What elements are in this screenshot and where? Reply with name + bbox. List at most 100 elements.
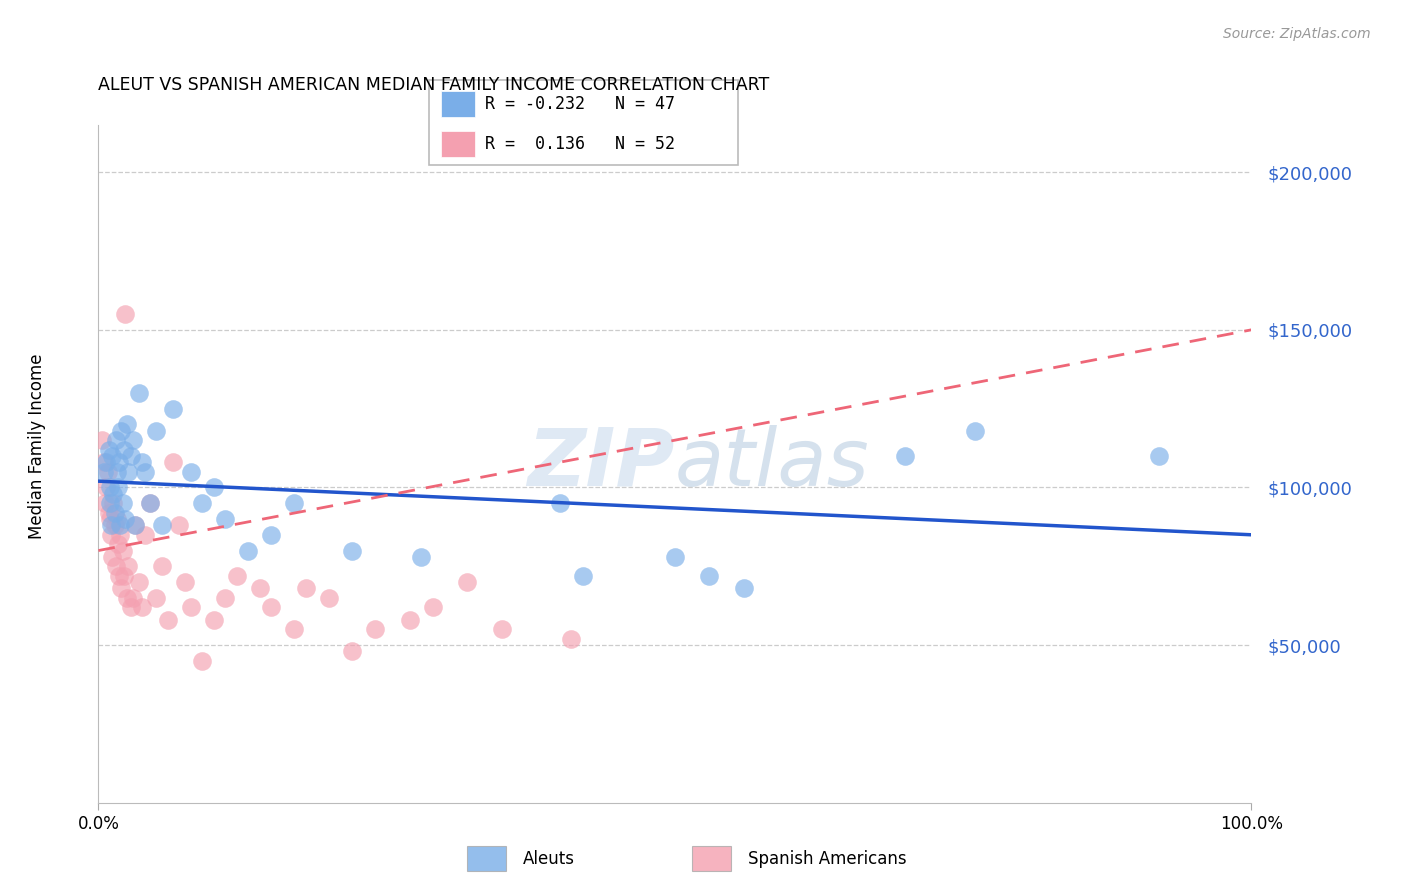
Point — [90, 433, 112, 447]
Point — [202, 481, 225, 495]
Point — [180, 600, 202, 615]
Point — [124, 518, 146, 533]
Point — [111, 543, 134, 558]
Text: atlas: atlas — [675, 425, 870, 503]
Point — [411, 549, 433, 564]
Point — [340, 543, 363, 558]
Point — [128, 385, 150, 400]
Point — [894, 449, 917, 463]
Point — [110, 518, 132, 533]
Text: Aleuts: Aleuts — [523, 849, 575, 868]
Point — [97, 442, 120, 457]
Text: ALEUT VS SPANISH AMERICAN MEDIAN FAMILY INCOME CORRELATION CHART: ALEUT VS SPANISH AMERICAN MEDIAN FAMILY … — [98, 76, 769, 94]
Point — [340, 644, 363, 658]
Point — [139, 496, 162, 510]
Point — [571, 568, 593, 582]
Text: R =  0.136   N = 52: R = 0.136 N = 52 — [485, 135, 675, 153]
Point — [107, 537, 129, 551]
Point — [107, 481, 129, 495]
Point — [128, 575, 150, 590]
Point — [100, 528, 122, 542]
Point — [104, 559, 127, 574]
Point — [156, 613, 179, 627]
Point — [560, 632, 582, 646]
Point — [174, 575, 197, 590]
Point — [110, 582, 132, 596]
Point — [162, 401, 184, 416]
Point — [225, 568, 247, 582]
Point — [283, 623, 305, 637]
Point — [134, 465, 156, 479]
Point — [103, 518, 125, 533]
Point — [108, 568, 131, 582]
Point — [131, 455, 153, 469]
Point — [104, 433, 127, 447]
Text: R = -0.232   N = 47: R = -0.232 N = 47 — [485, 95, 675, 113]
Point — [110, 528, 132, 542]
Point — [120, 600, 142, 615]
Point — [103, 487, 125, 501]
Point — [110, 424, 132, 438]
Point — [238, 543, 260, 558]
Point — [318, 591, 340, 605]
Point — [260, 600, 283, 615]
Point — [101, 449, 124, 463]
Point — [96, 455, 118, 469]
Point — [103, 506, 125, 520]
Point — [100, 518, 122, 533]
Point — [105, 465, 128, 479]
Point — [105, 512, 128, 526]
Point — [963, 424, 986, 438]
Point — [664, 549, 686, 564]
Point — [1147, 449, 1170, 463]
Point — [101, 549, 124, 564]
Point — [191, 496, 214, 510]
Point — [93, 465, 115, 479]
Text: Median Family Income: Median Family Income — [28, 353, 45, 539]
Point — [214, 512, 236, 526]
Point — [97, 506, 120, 520]
Point — [97, 465, 120, 479]
Point — [122, 591, 145, 605]
Point — [94, 496, 117, 510]
Point — [733, 582, 755, 596]
Point — [491, 623, 513, 637]
Point — [96, 481, 118, 495]
Bar — [467, 847, 506, 871]
Point — [93, 455, 115, 469]
Text: Source: ZipAtlas.com: Source: ZipAtlas.com — [1223, 27, 1371, 41]
Point — [117, 591, 138, 605]
Point — [124, 518, 146, 533]
Point — [122, 433, 145, 447]
FancyBboxPatch shape — [429, 80, 738, 165]
Point — [260, 528, 283, 542]
Point — [145, 424, 167, 438]
Point — [548, 496, 571, 510]
Point — [699, 568, 721, 582]
Point — [180, 465, 202, 479]
Point — [249, 582, 271, 596]
Point — [139, 496, 162, 510]
Point — [456, 575, 478, 590]
Point — [202, 613, 225, 627]
Bar — [441, 131, 475, 157]
Bar — [692, 847, 731, 871]
Point — [283, 496, 305, 510]
Point — [295, 582, 318, 596]
Point — [214, 591, 236, 605]
Point — [98, 512, 121, 526]
Point — [150, 559, 173, 574]
Point — [364, 623, 387, 637]
Point — [134, 528, 156, 542]
Point — [111, 496, 134, 510]
Point — [120, 449, 142, 463]
Point — [162, 455, 184, 469]
Point — [112, 568, 135, 582]
Point — [103, 496, 125, 510]
Text: Spanish Americans: Spanish Americans — [748, 849, 907, 868]
Bar — [441, 91, 475, 117]
Point — [114, 512, 136, 526]
Point — [422, 600, 444, 615]
Point — [98, 481, 121, 495]
Point — [98, 496, 121, 510]
